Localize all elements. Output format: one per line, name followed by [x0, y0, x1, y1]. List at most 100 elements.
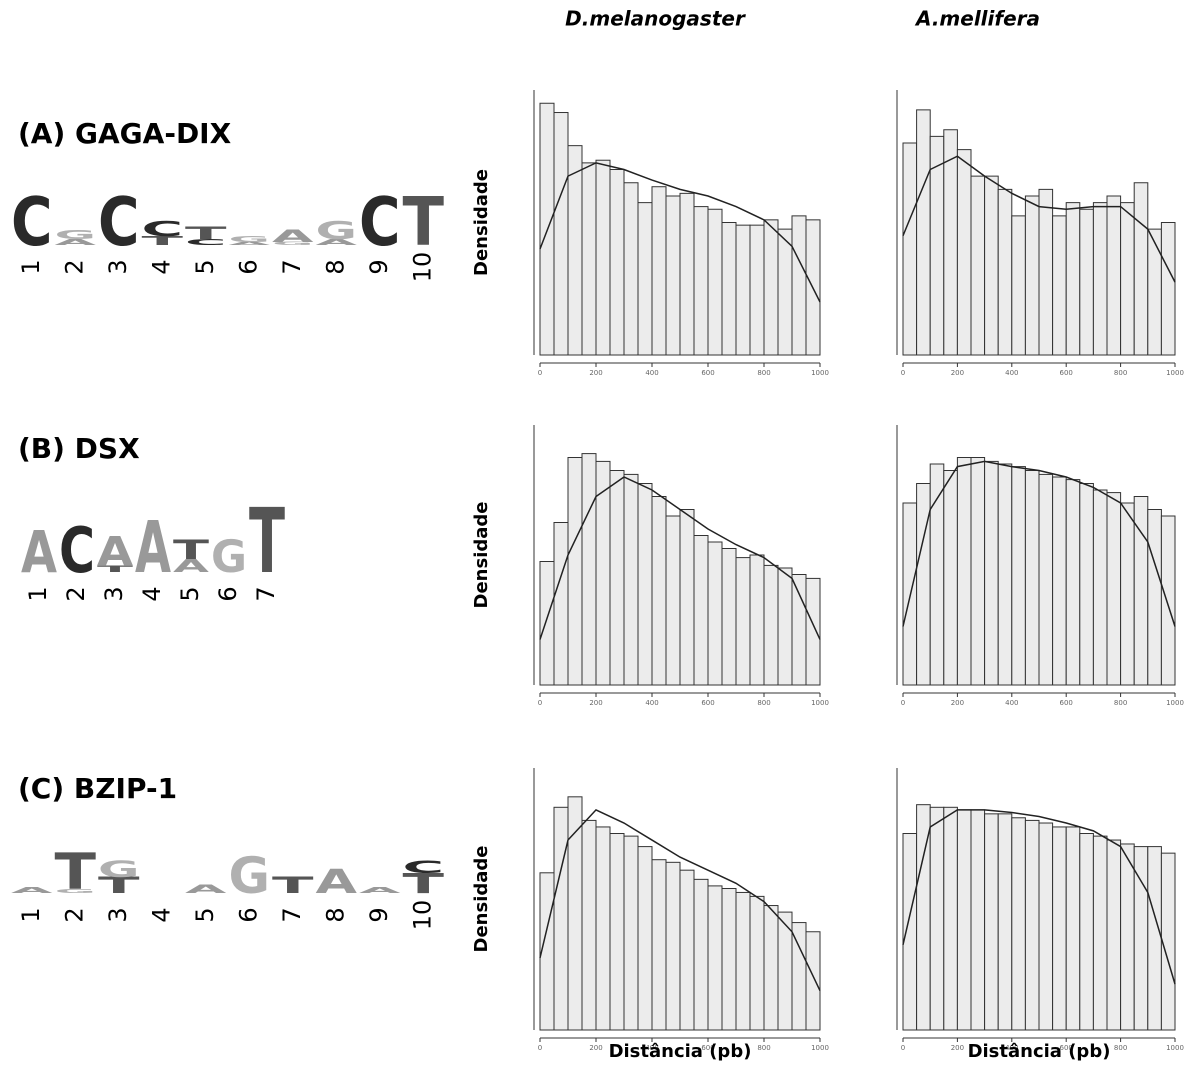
x-tick-label: 1000	[1166, 1044, 1184, 1052]
bar	[595, 826, 611, 1031]
bar	[623, 473, 639, 686]
position-label: 6	[234, 259, 262, 274]
position-label: 2	[60, 907, 88, 922]
logo-letter: A	[21, 518, 58, 586]
bar	[1147, 509, 1162, 686]
bar	[679, 869, 695, 1031]
bar	[970, 457, 986, 686]
logo-letter: A	[135, 506, 171, 590]
x-tick-label: 200	[951, 699, 964, 707]
x-tick-label: 800	[1114, 369, 1127, 377]
bar	[791, 922, 807, 1031]
bar	[637, 483, 653, 686]
bar	[997, 463, 1013, 686]
bar	[1133, 182, 1149, 356]
bar	[595, 159, 611, 356]
density-curve	[539, 809, 821, 992]
bar	[1024, 470, 1040, 686]
bar	[1160, 515, 1176, 686]
bar	[970, 809, 986, 1031]
position-label: 7	[278, 907, 306, 922]
bar	[707, 885, 723, 1031]
x-tick-label: 400	[645, 699, 658, 707]
column-title: A.mellifera	[914, 7, 1040, 31]
logo-letter: T	[142, 234, 184, 249]
bar	[665, 861, 681, 1031]
bar	[777, 228, 793, 356]
density-curve	[539, 476, 821, 640]
density-curve	[902, 460, 1176, 627]
x-tick-label: 1000	[1166, 369, 1184, 377]
bar	[916, 483, 931, 686]
bar	[581, 453, 597, 686]
density-curve	[902, 809, 1176, 985]
position-label: 8	[321, 907, 349, 922]
bar	[1147, 228, 1162, 356]
position-label: 7	[252, 586, 280, 601]
logo-letter: A	[55, 237, 97, 247]
logo-letter: A	[359, 885, 401, 895]
bar	[1038, 822, 1054, 1031]
x-tick-label: 800	[757, 699, 770, 707]
position-label: 3	[104, 907, 132, 922]
bar	[721, 222, 737, 356]
bar	[1065, 826, 1081, 1031]
x-tick-label: 800	[757, 369, 770, 377]
logo-letter: T	[97, 564, 133, 574]
bar	[1160, 852, 1176, 1031]
bar	[1092, 835, 1108, 1031]
logo-letter: T	[98, 872, 140, 898]
position-label: 5	[191, 259, 219, 274]
bar	[916, 109, 931, 356]
logo-letter: T	[272, 872, 314, 898]
bar	[651, 186, 667, 356]
logo-letter: A	[97, 528, 133, 575]
x-tick-label: 200	[951, 1044, 964, 1052]
bar	[791, 215, 807, 356]
bar	[997, 188, 1013, 356]
bar	[1092, 489, 1108, 686]
logo-letter: T	[55, 843, 97, 901]
bar	[791, 574, 807, 686]
bar	[1011, 466, 1026, 686]
bar	[929, 806, 945, 1031]
bar	[997, 813, 1013, 1031]
density-curve	[539, 162, 821, 303]
logo-letter: A	[173, 556, 209, 577]
logo-letter: A	[11, 885, 53, 895]
bar	[693, 206, 709, 356]
bar	[651, 496, 667, 686]
bar	[777, 567, 793, 686]
position-label: 1	[17, 907, 45, 922]
logo-letter: A	[316, 237, 358, 247]
logo-letter: C	[403, 858, 445, 877]
bar	[1052, 826, 1067, 1031]
logo-letter: T	[403, 183, 445, 261]
logo-letter: C	[98, 183, 140, 261]
y-axis-label: Densidade	[471, 846, 492, 953]
x-tick-label: 0	[538, 369, 542, 377]
bar	[1024, 195, 1040, 356]
bar	[763, 564, 779, 686]
bar	[609, 470, 625, 686]
position-label: 3	[104, 259, 132, 274]
x-axis-label: Distância (pb)	[609, 1041, 752, 1062]
position-label: 1	[24, 586, 52, 601]
bar	[679, 509, 695, 686]
bar	[1147, 846, 1162, 1031]
x-tick-label: 400	[1005, 369, 1018, 377]
bar	[1079, 833, 1094, 1031]
x-tick-label: 0	[901, 1044, 905, 1052]
bar	[735, 891, 751, 1031]
bar	[956, 457, 972, 686]
x-tick-label: 800	[1114, 1044, 1127, 1052]
position-label: 10	[408, 252, 436, 283]
bar	[735, 557, 751, 686]
bar	[1065, 479, 1081, 686]
logo-letter: T	[185, 224, 227, 243]
bar	[553, 522, 569, 686]
bar	[539, 561, 555, 686]
bar	[581, 162, 597, 356]
bar	[1079, 483, 1094, 686]
bar	[721, 548, 737, 686]
